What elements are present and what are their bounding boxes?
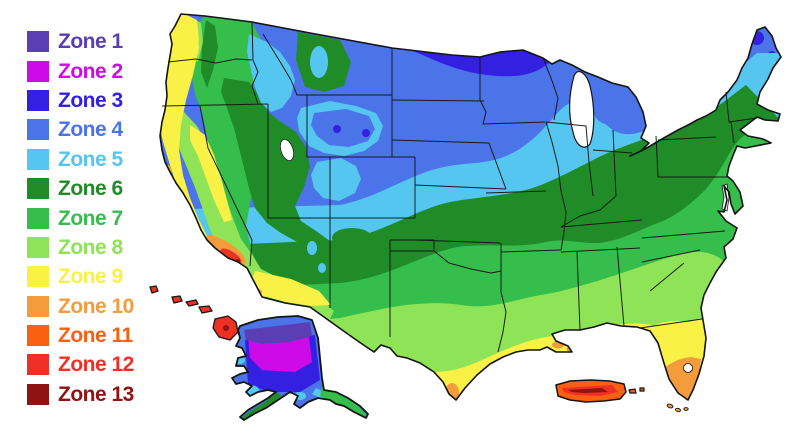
zone10-swatch [27,295,49,317]
legend-item-zone4: Zone 4 [27,115,134,144]
continental-us-outline [159,13,782,401]
legend-item-zone8: Zone 8 [27,233,134,262]
zone1-label: Zone 1 [58,30,123,54]
zone13-label: Zone 13 [58,382,134,406]
zone11-label: Zone 11 [58,324,133,348]
florida-keys [666,403,689,413]
zone2-label: Zone 2 [58,59,123,83]
zone7-label: Zone 7 [58,206,123,230]
zone12-label: Zone 12 [58,353,134,377]
legend-item-zone13: Zone 13 [27,380,134,409]
state-borders [161,21,758,353]
zone5-swatch [27,148,49,170]
zone9-label: Zone 9 [58,265,123,289]
zone10-label: Zone 10 [58,294,134,318]
zone3-label: Zone 3 [58,88,123,112]
hawaii-inset [149,285,239,341]
zone2-swatch [27,60,49,82]
legend-item-zone12: Zone 12 [27,350,134,379]
legend-item-zone6: Zone 6 [27,174,134,203]
legend-item-zone5: Zone 5 [27,145,134,174]
zone6-label: Zone 6 [58,177,123,201]
zone-legend: Zone 1 Zone 2 Zone 3 Zone 4 Zone 5 Zone 6 Zone… [27,27,134,409]
zone11-swatch [27,325,49,347]
zone8-label: Zone 8 [58,235,123,259]
zone1-swatch [27,31,49,53]
lake-okeechobee [683,363,693,373]
zone3-swatch [27,89,49,111]
zone5-label: Zone 5 [58,147,123,171]
zone6-swatch [27,178,49,200]
zone7-swatch [27,207,49,229]
zone9-swatch [27,266,49,288]
legend-item-zone9: Zone 9 [27,262,134,291]
zone4-label: Zone 4 [58,118,123,142]
legend-item-zone11: Zone 11 [27,321,134,350]
zone4-swatch [27,119,49,141]
alaska-outline [231,315,369,421]
zone13-swatch [27,383,49,405]
lakes [569,71,730,373]
great-salt-lake [279,138,295,162]
zone8-swatch [27,236,49,258]
zone12-swatch [27,354,49,376]
legend-item-zone1: Zone 1 [27,27,134,56]
legend-item-zone7: Zone 7 [27,203,134,232]
lake-michigan [569,71,595,148]
legend-item-zone2: Zone 2 [27,56,134,85]
legend-item-zone10: Zone 10 [27,292,134,321]
legend-item-zone3: Zone 3 [27,86,134,115]
puerto-rico-inset [555,379,645,403]
